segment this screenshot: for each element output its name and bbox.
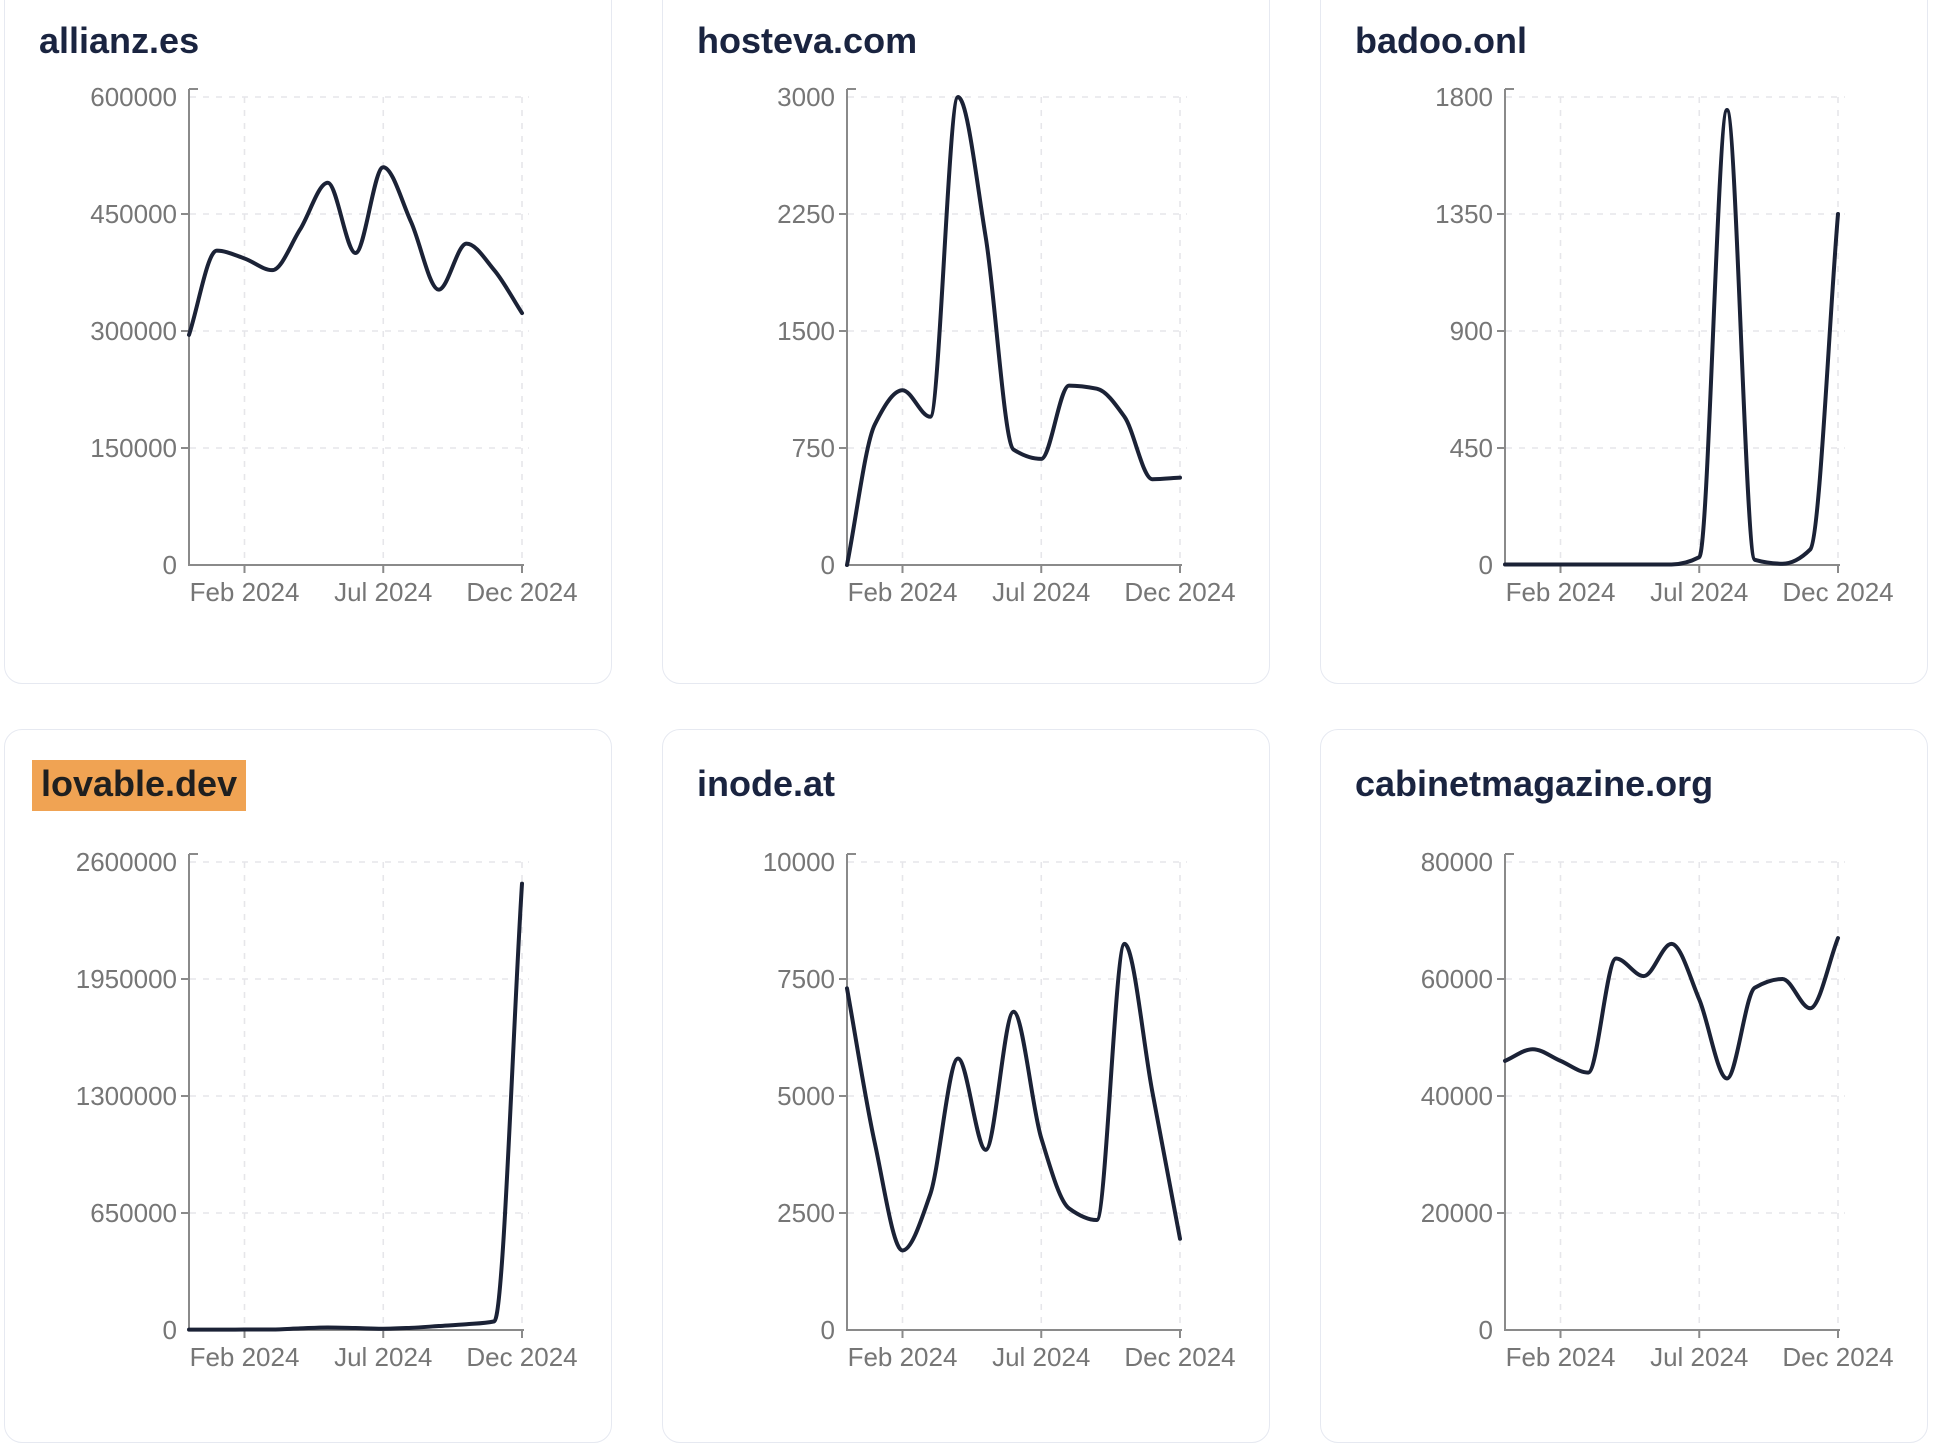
svg-text:10000: 10000 — [763, 847, 835, 877]
line-chart: 0 20000 40000 60000 80000 Feb 2024 Jul 2024 Dec… — [1421, 847, 1894, 1372]
svg-text:0: 0 — [1479, 1315, 1493, 1345]
domain-label: hosteva.com — [697, 20, 918, 61]
svg-text:Jul 2024: Jul 2024 — [992, 577, 1090, 607]
svg-text:450000: 450000 — [90, 199, 177, 229]
svg-text:Feb 2024: Feb 2024 — [1506, 1342, 1616, 1372]
svg-text:80000: 80000 — [1421, 847, 1493, 877]
svg-text:Jul 2024: Jul 2024 — [334, 577, 432, 607]
svg-text:600000: 600000 — [90, 82, 177, 112]
chart-card-inode-at: inode.at 0 2500 5000 7500 10000 Feb 2024 Jul 2… — [662, 729, 1270, 1443]
chart-title: lovable.dev — [32, 760, 247, 811]
svg-text:3000: 3000 — [777, 82, 835, 112]
svg-text:1950000: 1950000 — [76, 964, 177, 994]
svg-text:1350: 1350 — [1435, 199, 1493, 229]
domain-label: cabinetmagazine.org — [1355, 763, 1714, 804]
line-chart: 0 750 1500 2250 3000 Feb 2024 Jul 2024 Dec 2024 — [777, 82, 1236, 607]
svg-text:20000: 20000 — [1421, 1198, 1493, 1228]
svg-text:5000: 5000 — [777, 1081, 835, 1111]
svg-text:Jul 2024: Jul 2024 — [1650, 577, 1748, 607]
svg-text:750: 750 — [792, 433, 835, 463]
svg-text:Dec 2024: Dec 2024 — [466, 577, 577, 607]
svg-text:Dec 2024: Dec 2024 — [1782, 1342, 1893, 1372]
line-chart: 0 650000 1300000 1950000 2600000 Feb 2024 Jul … — [76, 847, 578, 1372]
line-chart: 0 450 900 1350 1800 Feb 2024 Jul 2024 Dec 2024 — [1435, 82, 1894, 607]
svg-text:Jul 2024: Jul 2024 — [992, 1342, 1090, 1372]
svg-text:Jul 2024: Jul 2024 — [334, 1342, 432, 1372]
chart-title: hosteva.com — [697, 17, 917, 68]
svg-text:650000: 650000 — [90, 1198, 177, 1228]
line-chart: 0 2500 5000 7500 10000 Feb 2024 Jul 2024 Dec 20… — [763, 847, 1236, 1372]
svg-text:Feb 2024: Feb 2024 — [190, 1342, 300, 1372]
line-chart: 0 150000 300000 450000 600000 Feb 2024 Jul 202… — [90, 82, 577, 607]
domain-label-highlighted: lovable.dev — [32, 760, 247, 811]
svg-text:1500: 1500 — [777, 316, 835, 346]
svg-text:7500: 7500 — [777, 964, 835, 994]
svg-text:40000: 40000 — [1421, 1081, 1493, 1111]
domain-label: badoo.onl — [1355, 20, 1527, 61]
svg-text:Feb 2024: Feb 2024 — [848, 577, 958, 607]
svg-text:0: 0 — [821, 1315, 835, 1345]
svg-text:2500: 2500 — [777, 1198, 835, 1228]
svg-text:Dec 2024: Dec 2024 — [1124, 1342, 1235, 1372]
chart-card-hosteva-com: hosteva.com 0 750 1500 2250 3000 Feb 2024 Jul … — [662, 0, 1270, 684]
svg-text:1800: 1800 — [1435, 82, 1493, 112]
domain-label: allianz.es — [39, 20, 200, 61]
svg-text:0: 0 — [163, 1315, 177, 1345]
svg-text:450: 450 — [1450, 433, 1493, 463]
chart-card-allianz-es: allianz.es 0 150000 300000 450000 600000 Feb … — [4, 0, 612, 684]
svg-text:2250: 2250 — [777, 199, 835, 229]
svg-text:0: 0 — [821, 550, 835, 580]
svg-text:0: 0 — [163, 550, 177, 580]
chart-title: badoo.onl — [1355, 17, 1527, 68]
chart-title: inode.at — [697, 760, 835, 811]
chart-title: cabinetmagazine.org — [1355, 760, 1713, 811]
chart-title: allianz.es — [39, 17, 199, 68]
svg-text:2600000: 2600000 — [76, 847, 177, 877]
chart-card-cabinetmagazine-org: cabinetmagazine.org 0 20000 40000 60000 8000… — [1320, 729, 1928, 1443]
svg-text:Feb 2024: Feb 2024 — [848, 1342, 958, 1372]
svg-text:Jul 2024: Jul 2024 — [1650, 1342, 1748, 1372]
svg-text:Dec 2024: Dec 2024 — [1124, 577, 1235, 607]
svg-text:Dec 2024: Dec 2024 — [1782, 577, 1893, 607]
svg-text:Dec 2024: Dec 2024 — [466, 1342, 577, 1372]
domain-label: inode.at — [697, 763, 836, 804]
svg-text:1300000: 1300000 — [76, 1081, 177, 1111]
svg-text:Feb 2024: Feb 2024 — [190, 577, 300, 607]
svg-text:60000: 60000 — [1421, 964, 1493, 994]
svg-text:150000: 150000 — [90, 433, 177, 463]
svg-text:0: 0 — [1479, 550, 1493, 580]
svg-text:300000: 300000 — [90, 316, 177, 346]
chart-card-badoo-onl: badoo.onl 0 450 900 1350 1800 Feb 2024 Jul 202… — [1320, 0, 1928, 684]
chart-card-lovable-dev: lovable.dev 0 650000 1300000 1950000 2600000… — [4, 729, 612, 1443]
svg-text:900: 900 — [1450, 316, 1493, 346]
svg-text:Feb 2024: Feb 2024 — [1506, 577, 1616, 607]
